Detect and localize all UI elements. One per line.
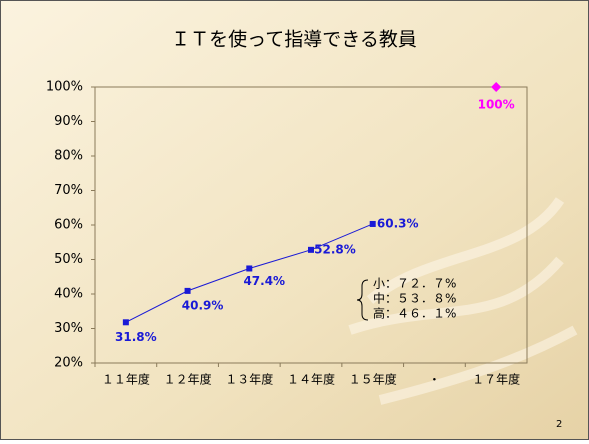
data-label: 31.8% [115,330,157,344]
x-tick-label: ・ [428,373,440,387]
annotation: 高：４６．１% [373,306,456,321]
y-tick-label: 70% [54,183,83,198]
y-tick-label: 30% [54,321,83,336]
marker [184,287,191,294]
x-tick-label: １５年度 [349,372,397,387]
x-tick-label: １２年度 [164,372,212,387]
x-tick-label: １７年度 [472,372,520,387]
x-tick-label: １１年度 [102,372,150,387]
y-tick-label: 80% [54,149,83,164]
y-tick-label: 90% [54,114,83,129]
y-tick-label: 40% [54,287,83,302]
marker [369,220,376,227]
page-number: 2 [556,419,562,430]
data-label: 100% [478,98,515,112]
marker [122,319,129,326]
x-tick-label: １３年度 [225,372,273,387]
marker [308,246,314,253]
annotation: 中：５３．８% [373,291,456,306]
data-label: 47.4% [243,274,285,288]
y-tick-label: 50% [54,252,83,267]
data-label: 40.9% [182,298,224,312]
data-label: 52.8% [314,242,356,256]
marker [246,265,253,272]
data-label: 60.3% [377,216,419,230]
x-tick-label: １４年度 [287,372,335,387]
y-tick-label: 20% [54,356,83,371]
marker [491,82,502,92]
decoration [348,197,578,405]
annotation: 小：７２．７% [373,277,456,291]
chart-title: ＩＴを使って指導できる教員 [171,29,417,51]
y-tick-label: 100% [46,80,83,95]
y-tick-label: 60% [54,218,83,233]
brace [356,279,369,321]
